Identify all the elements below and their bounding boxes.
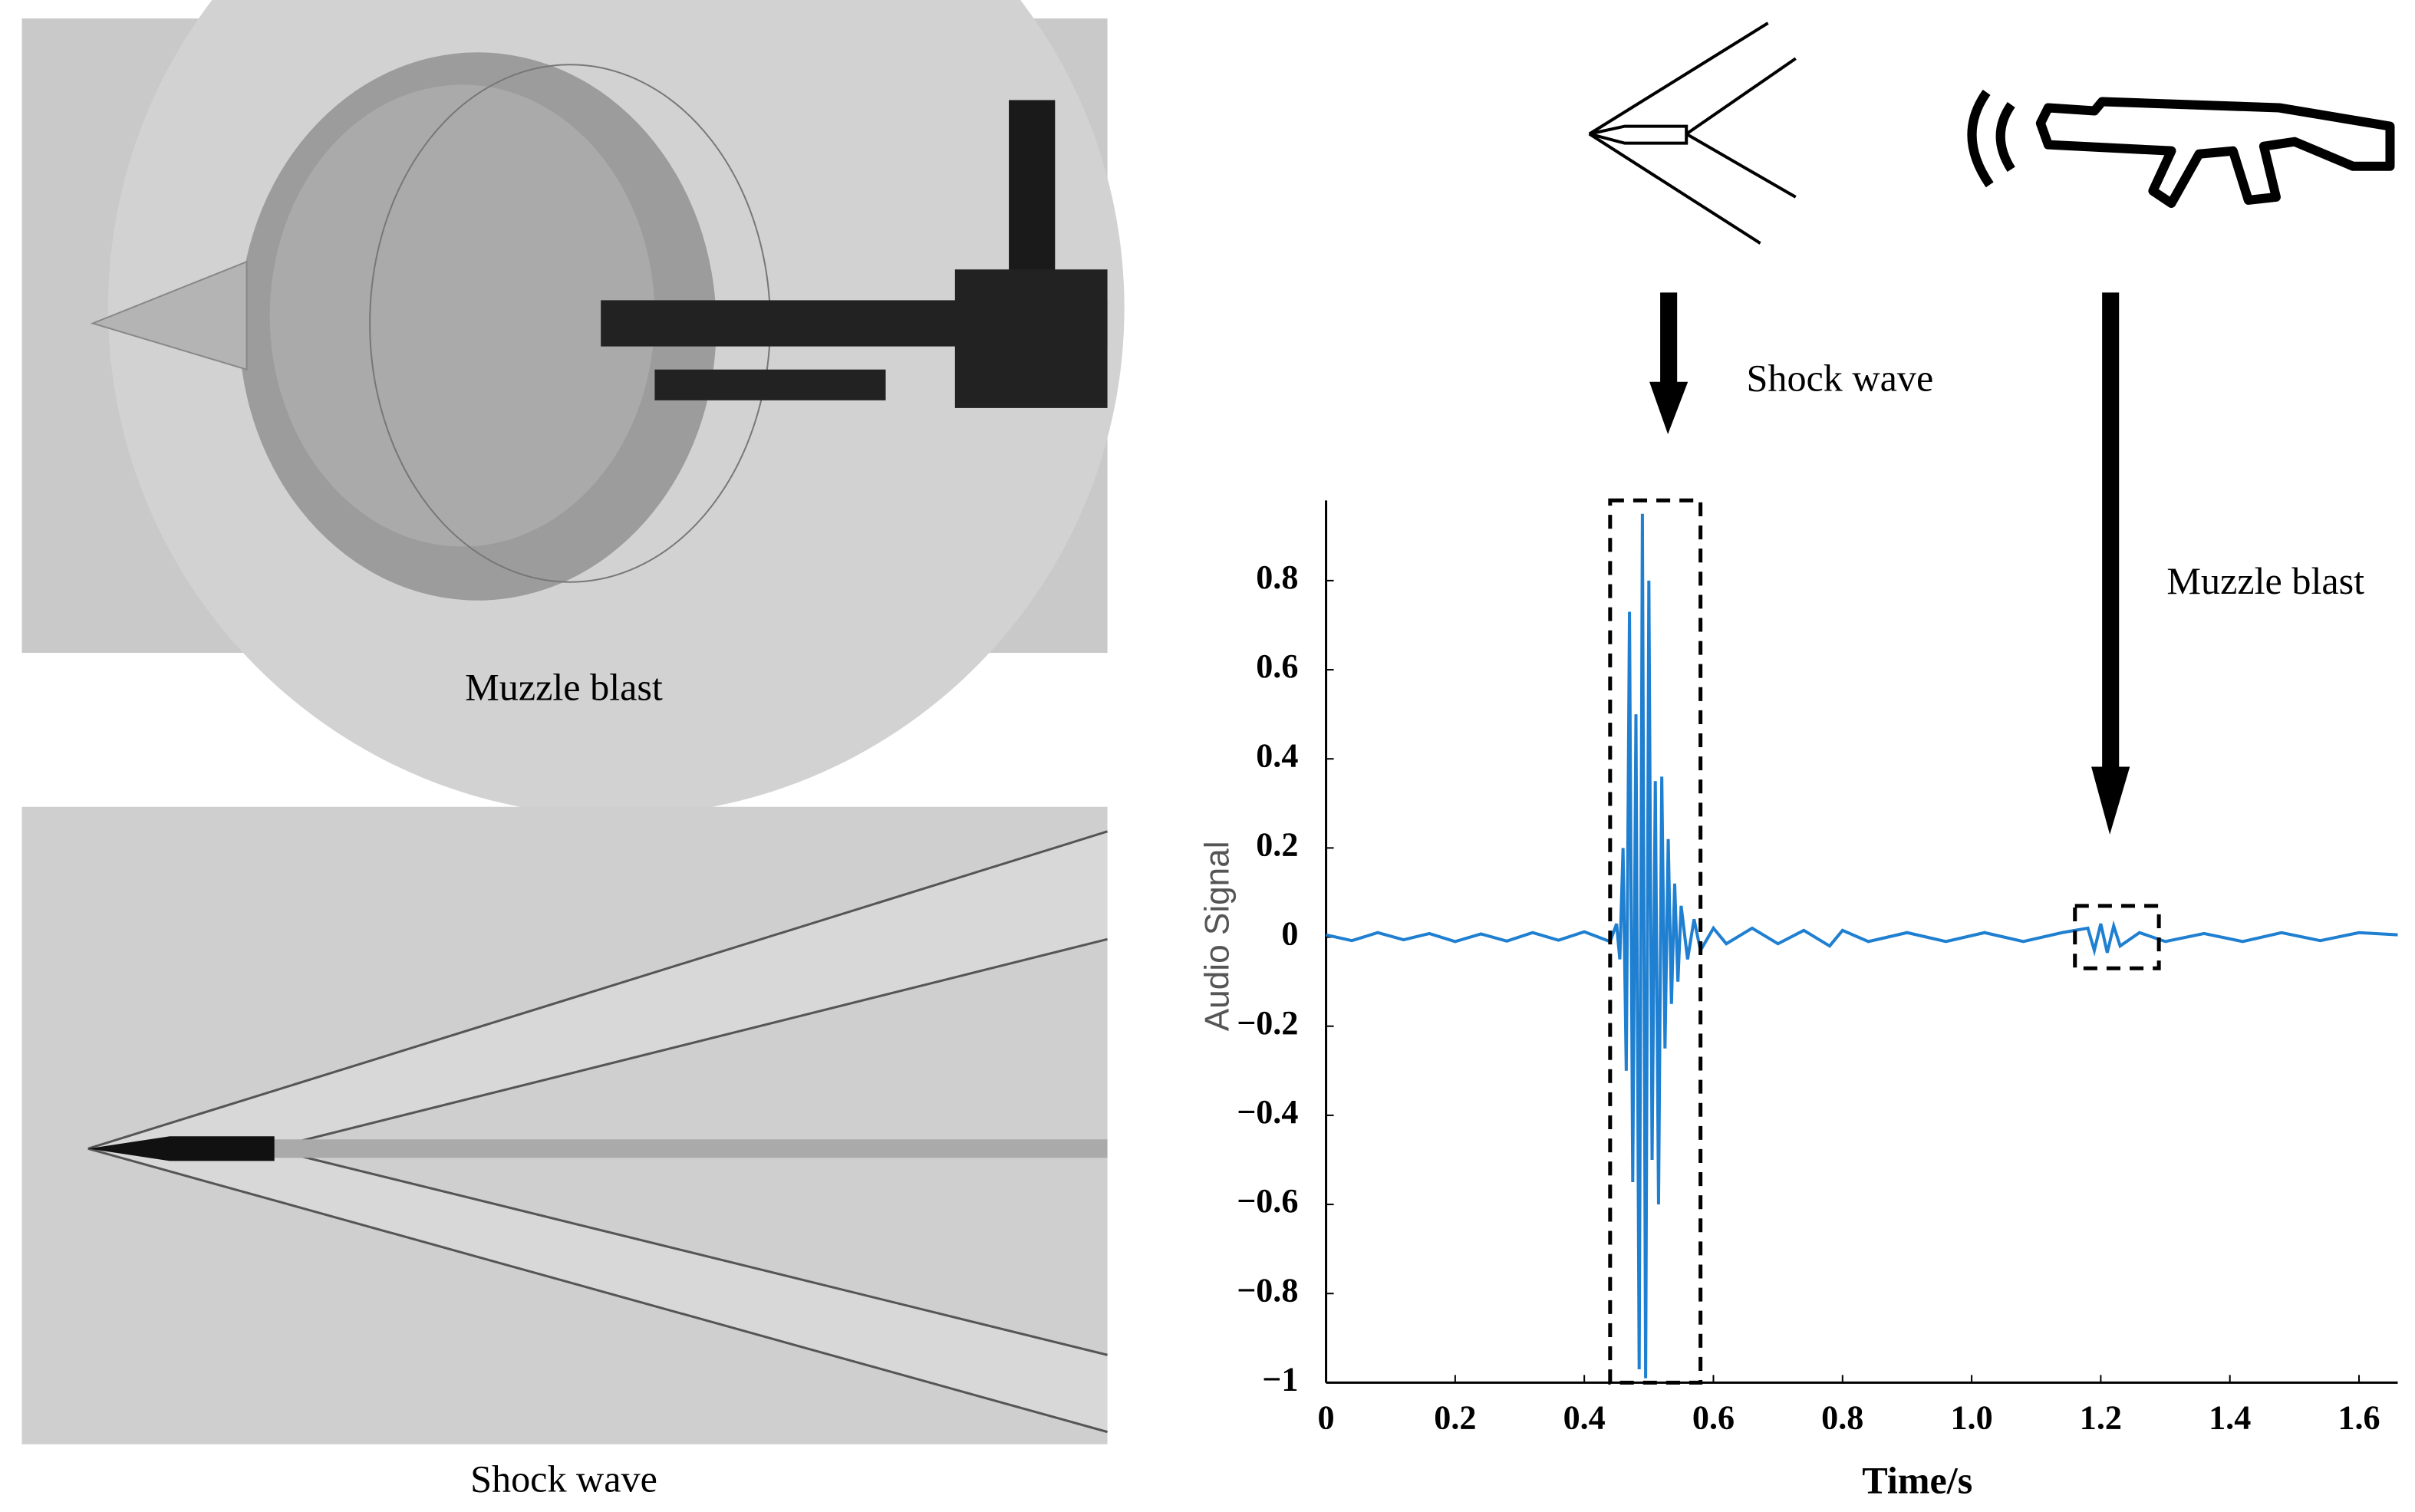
- x-tick-label: 1.4: [2209, 1399, 2251, 1437]
- y-tick-label: −0.8: [1237, 1271, 1298, 1309]
- y-tick-label: 0.6: [1256, 647, 1298, 685]
- x-tick-label: 1.6: [2338, 1399, 2380, 1437]
- y-axis-label: Audio Signal: [1199, 841, 1237, 1031]
- arrow: [1649, 292, 2130, 835]
- x-tick-label: 0.6: [1692, 1399, 1735, 1437]
- signal-line: [1326, 513, 2398, 1379]
- y-tick-label: −1: [1262, 1361, 1298, 1398]
- y-tick-label: −0.4: [1237, 1093, 1298, 1131]
- photo-caption: Muzzle blast: [465, 666, 663, 709]
- rifle-icon: [1967, 89, 2395, 208]
- x-axis-label: Time/s: [1862, 1458, 1972, 1501]
- highlight-box: [1608, 498, 1703, 1385]
- x-tick-label: 0.4: [1563, 1399, 1606, 1437]
- x-tick-label: 1.2: [2080, 1399, 2122, 1437]
- bullet-icon: [1588, 21, 1797, 245]
- photo-caption: Shock wave: [470, 1457, 657, 1500]
- highlight-box: [2073, 904, 2161, 970]
- annotation: Muzzle blast: [2166, 559, 2364, 602]
- shock-wave-photo: [21, 806, 1108, 1444]
- muzzle-blast-photo: [21, 0, 1125, 816]
- y-tick-label: 0.2: [1256, 826, 1298, 864]
- x-tick-label: 0.2: [1434, 1399, 1476, 1437]
- y-tick-label: −0.2: [1237, 1004, 1298, 1042]
- y-tick-label: 0.4: [1256, 736, 1298, 774]
- annotation: Shock wave: [1746, 356, 1933, 399]
- y-tick-label: 0.8: [1256, 558, 1298, 596]
- y-tick-label: −0.6: [1237, 1182, 1298, 1220]
- x-tick-label: 0.8: [1821, 1399, 1863, 1437]
- y-tick-label: 0: [1281, 915, 1298, 953]
- x-tick-label: 1.0: [1950, 1399, 1992, 1437]
- x-tick-label: 0: [1318, 1399, 1335, 1437]
